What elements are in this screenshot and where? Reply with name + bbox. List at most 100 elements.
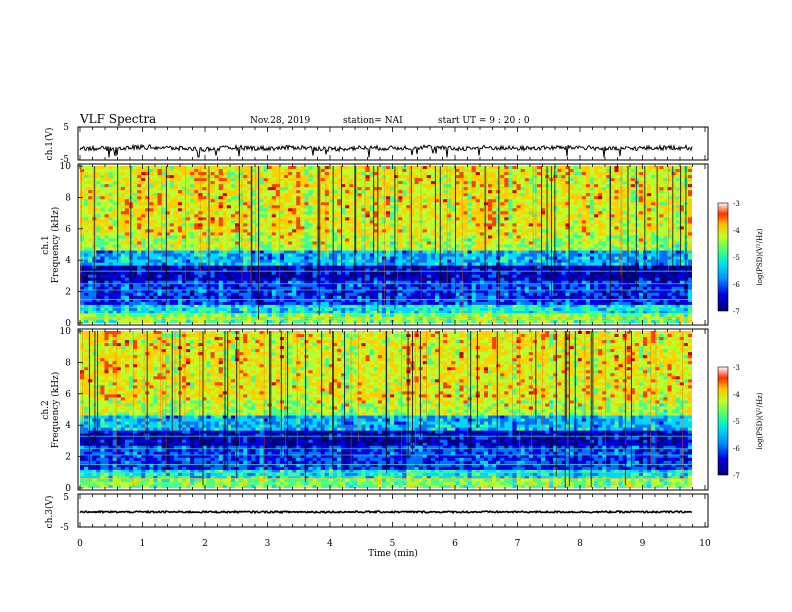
spectrogram-cell [210, 208, 216, 212]
spectrogram-cell [275, 277, 281, 282]
spectrogram-cell [406, 253, 411, 257]
spectrogram-cell [430, 265, 436, 270]
spectrogram-cell [398, 187, 403, 191]
spectrogram-cell [426, 193, 432, 197]
spectrogram-cell [430, 256, 436, 260]
spectrogram-cell [161, 274, 167, 279]
spectrogram-cell [112, 301, 118, 306]
spectrogram-cell [455, 217, 460, 221]
spectrogram-cell [137, 196, 142, 200]
spectrogram-cell [222, 292, 228, 297]
spectrogram-cell [247, 289, 252, 294]
spectrogram-cell [259, 169, 264, 173]
spectrogram-cell [394, 304, 399, 309]
spectrogram-cell [390, 301, 395, 306]
spectrogram-cell [80, 226, 85, 230]
spectrogram-cell [439, 247, 444, 251]
spectrogram-cell [463, 220, 468, 224]
spectrogram-cell [112, 223, 118, 227]
spectrogram-cell [108, 277, 114, 282]
spectrogram-cell [406, 217, 411, 221]
spectrogram-cell [149, 211, 154, 215]
spectrogram-cell [296, 223, 301, 227]
spectrogram-cell [275, 181, 281, 185]
spectrogram-cell [447, 202, 452, 206]
spectrogram-cell [124, 196, 130, 200]
spectrogram-cell [169, 169, 175, 173]
spectrogram-cell [300, 196, 305, 200]
spectrogram-cell [145, 223, 150, 227]
spectrogram-cell [422, 229, 428, 233]
spectrogram-cell [169, 298, 175, 303]
spectrogram-cell [247, 226, 252, 230]
spectrogram-cell [169, 211, 175, 215]
spectrogram-cell [194, 235, 199, 239]
spectrogram-cell [345, 166, 350, 170]
spectrogram-cell [284, 205, 289, 209]
spectrogram-cell [390, 289, 395, 294]
spectrogram-cell [128, 319, 134, 323]
spectrogram-cell [284, 187, 289, 191]
spectrogram-cell [251, 271, 256, 276]
spectrogram-cell [312, 223, 318, 227]
spectrogram-cell [124, 268, 130, 273]
spectrogram-cell [153, 313, 158, 318]
spectrogram-cell [100, 265, 105, 270]
spectrogram-cell [190, 196, 195, 200]
spectrogram-cell [177, 205, 183, 209]
spectrogram-cell [414, 229, 420, 233]
spectrogram-cell [255, 199, 260, 203]
spectrogram-cell [177, 274, 183, 279]
spectrogram-cell [332, 223, 338, 227]
spectrogram-cell [255, 169, 260, 173]
spectrogram-cell [165, 265, 171, 270]
spectrogram-cell [263, 277, 269, 282]
spectrogram-cell [439, 256, 444, 260]
spectrogram-cell [198, 304, 203, 309]
spectrogram-cell [275, 286, 281, 291]
spectrogram-cell [88, 199, 93, 203]
spectrogram-cell [128, 289, 134, 294]
spectrogram-cell [108, 247, 114, 251]
spectrogram-cell [214, 226, 220, 230]
spectrogram-cell [124, 208, 130, 212]
spectrogram-cell [173, 187, 179, 191]
spectrogram-cell [377, 307, 383, 312]
spectrogram-cell [210, 229, 216, 233]
spectrogram-cell [467, 208, 473, 212]
spectrogram-cell [373, 259, 379, 264]
spectrogram-cell [104, 208, 109, 212]
spectrogram-cell [406, 190, 411, 194]
spectrogram-cell [422, 226, 428, 230]
spectrogram-cell [369, 166, 375, 170]
spectrogram-cell [430, 172, 436, 176]
spectrogram-cell [267, 277, 273, 282]
spectrogram-cell [96, 184, 101, 188]
spectrogram-cell [80, 184, 85, 188]
spectrogram-cell [271, 313, 277, 318]
spectrogram-cell [439, 274, 444, 279]
spectrogram-cell [361, 172, 366, 176]
spectrogram-cell [235, 304, 240, 309]
spectrogram-cell [288, 184, 293, 188]
spectrogram-cell [145, 286, 150, 291]
spectrogram-cell [100, 313, 105, 318]
spectrogram-cell [255, 190, 260, 194]
spectrogram-cell [341, 166, 346, 170]
spectrogram-cell [259, 256, 264, 260]
spectrogram-cell [182, 292, 187, 297]
spectrogram-cell [206, 304, 211, 309]
spectrogram-cell [341, 262, 346, 267]
spectrogram-cell [434, 178, 440, 182]
spectrogram-cell [157, 199, 162, 203]
spectrogram-cell [141, 196, 146, 200]
spectrogram-cell [173, 196, 179, 200]
spectrogram-cell [116, 244, 122, 248]
spectrogram-cell [422, 184, 428, 188]
spectrogram-cell [381, 307, 387, 312]
spectrogram-cell [108, 202, 114, 206]
spectrogram-cell [96, 238, 101, 242]
spectrogram-cell [96, 256, 101, 260]
spectrogram-cell [230, 220, 236, 224]
spectrogram-cell [467, 301, 473, 306]
